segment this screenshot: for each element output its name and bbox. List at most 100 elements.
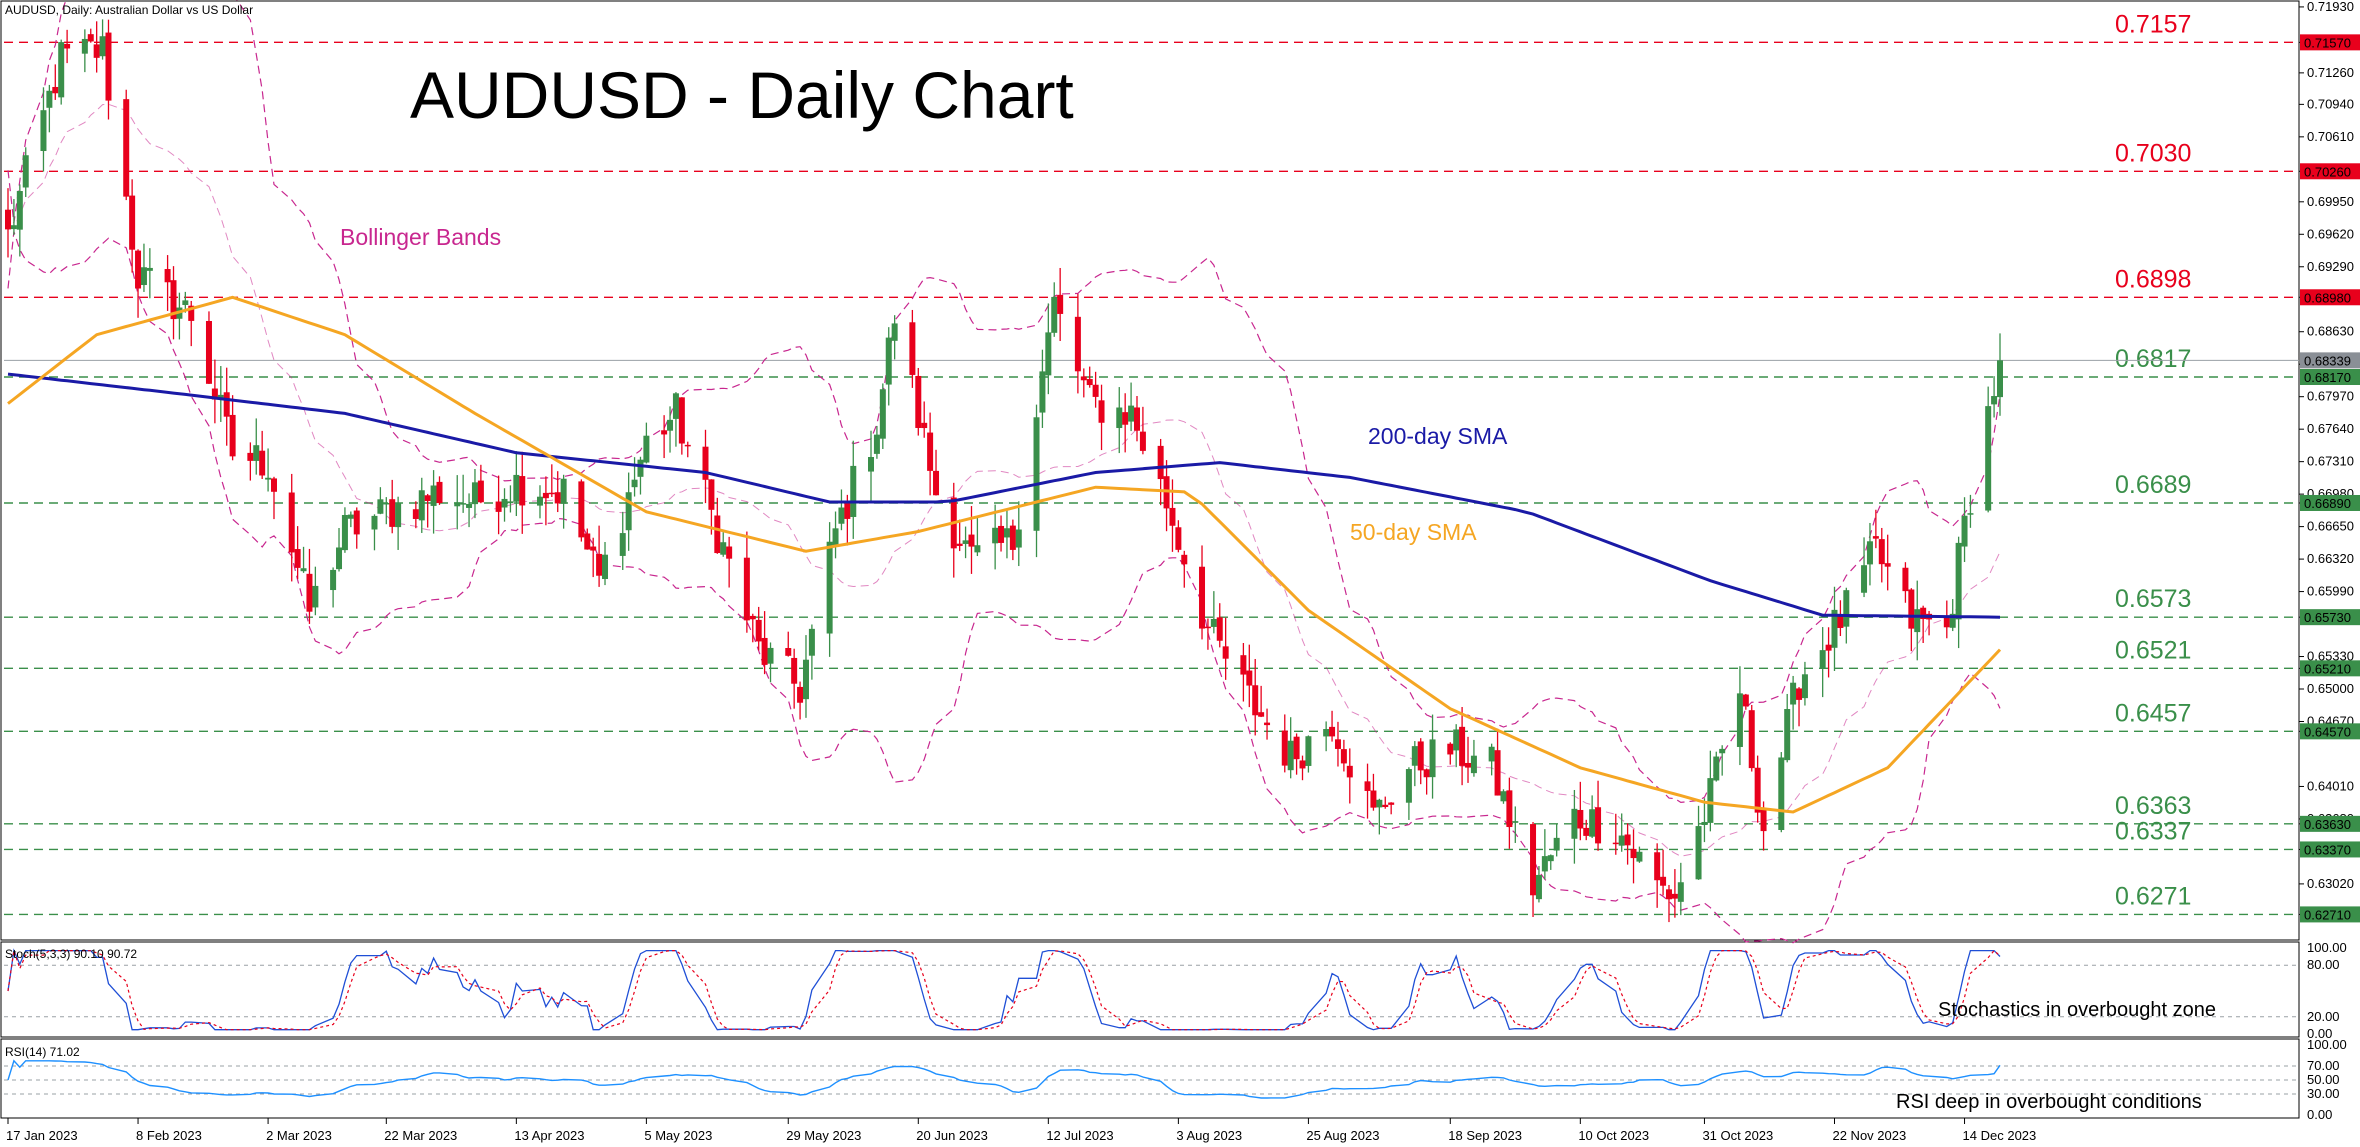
stoch-k-line bbox=[7, 948, 2001, 1031]
candle-body bbox=[1553, 837, 1560, 851]
candle-body bbox=[536, 496, 543, 506]
candle-body bbox=[1329, 726, 1336, 737]
candle-body bbox=[99, 36, 106, 57]
candle-body bbox=[312, 585, 319, 608]
candle-body bbox=[1382, 804, 1389, 808]
date-tick-label: 25 Aug 2023 bbox=[1306, 1128, 1379, 1143]
stoch-annotation: Stochastics in overbought zone bbox=[1938, 999, 2216, 1021]
rsi-line bbox=[7, 1059, 2001, 1099]
candle-body bbox=[1033, 417, 1040, 531]
level-label: 0.6271 bbox=[2115, 882, 2191, 910]
candle-body bbox=[584, 533, 591, 550]
rsi-tick-label: 0.00 bbox=[2307, 1107, 2332, 1122]
candle-body bbox=[5, 209, 11, 230]
candle-body bbox=[1216, 617, 1223, 641]
price-tick-label: 0.68630 bbox=[2307, 324, 2354, 339]
date-tick-label: 10 Oct 2023 bbox=[1578, 1128, 1649, 1143]
candle-body bbox=[146, 267, 153, 271]
candle-body bbox=[909, 322, 916, 375]
candle-body bbox=[1210, 619, 1217, 627]
date-tick-label: 29 May 2023 bbox=[786, 1128, 861, 1143]
candle-body bbox=[1459, 726, 1466, 766]
stoch-label: Stoch(5,3,3) 90.10 90.72 bbox=[5, 947, 137, 961]
candle-body bbox=[265, 477, 272, 480]
candle-body bbox=[1122, 412, 1129, 425]
rsi-annotation: RSI deep in overbought conditions bbox=[1896, 1091, 2202, 1113]
price-tick-label: 0.66650 bbox=[2307, 519, 2354, 534]
bollinger-label: Bollinger Bands bbox=[340, 224, 501, 250]
date-tick-label: 8 Feb 2023 bbox=[136, 1128, 202, 1143]
level-axis-box bbox=[2300, 841, 2360, 858]
candle-body bbox=[708, 479, 715, 510]
candle-body bbox=[1246, 670, 1253, 686]
candle-body bbox=[1914, 609, 1921, 633]
candle-body bbox=[1015, 529, 1022, 548]
candle-body bbox=[1287, 740, 1294, 771]
level-axis-label: 0.66890 bbox=[2304, 496, 2351, 511]
candle-body bbox=[1695, 826, 1702, 880]
candle-body bbox=[1796, 688, 1803, 700]
candle-body bbox=[1955, 542, 1962, 620]
candle-body bbox=[785, 648, 792, 656]
candle-body bbox=[513, 474, 520, 502]
candle-body bbox=[436, 481, 443, 504]
level-axis-box bbox=[2300, 289, 2360, 306]
candle-body bbox=[891, 323, 898, 341]
candle-body bbox=[1778, 757, 1785, 830]
price-tick-label: 0.71930 bbox=[2307, 0, 2354, 14]
candle-body bbox=[560, 478, 567, 504]
candle-body bbox=[1961, 515, 1968, 547]
sma50-line bbox=[7, 295, 2002, 814]
rsi-tick-label: 100.00 bbox=[2307, 1037, 2347, 1052]
candle-body bbox=[223, 392, 230, 417]
candle-body bbox=[519, 476, 526, 506]
candle-body bbox=[1157, 445, 1164, 480]
candle-body bbox=[838, 507, 845, 524]
price-tick-label: 0.69620 bbox=[2307, 226, 2354, 241]
candle-body bbox=[1825, 644, 1832, 651]
candle-body bbox=[1677, 882, 1684, 902]
candle-body bbox=[1299, 760, 1306, 769]
candle-body bbox=[259, 450, 266, 476]
candle-body bbox=[135, 250, 142, 289]
candle-body bbox=[1654, 852, 1661, 881]
candle-body bbox=[1181, 554, 1188, 565]
candle-body bbox=[347, 514, 354, 519]
candle-body bbox=[1991, 396, 1998, 405]
price-tick-label: 0.65000 bbox=[2307, 681, 2354, 696]
bollinger-lower bbox=[7, 231, 2001, 944]
candle-body bbox=[1334, 739, 1341, 749]
price-axis: 0.71930 0.71260 0.70940 0.70610 0.69950 0.696… bbox=[2299, 0, 2360, 923]
bollinger-bands bbox=[7, 0, 2001, 944]
candle-body bbox=[726, 546, 733, 559]
symbol-info: AUDUSD, Daily: Australian Dollar vs US D… bbox=[5, 3, 253, 17]
candle-body bbox=[1819, 650, 1826, 669]
candle-body bbox=[46, 90, 53, 108]
level-label: 0.6337 bbox=[2115, 817, 2191, 845]
candle-body bbox=[1884, 563, 1891, 567]
candle-body bbox=[998, 525, 1005, 543]
candle-body bbox=[1494, 750, 1501, 796]
candle-body bbox=[1583, 827, 1590, 836]
date-tick-label: 2 Mar 2023 bbox=[266, 1128, 332, 1143]
candle-body bbox=[1252, 685, 1259, 716]
chart-title: AUDUSD - Daily Chart bbox=[410, 58, 1074, 132]
candle-body bbox=[578, 481, 585, 538]
candle-body bbox=[743, 557, 750, 621]
candle-body bbox=[1908, 589, 1915, 629]
candle-body bbox=[619, 533, 626, 556]
candle-body bbox=[1429, 739, 1436, 778]
candle-body bbox=[1370, 790, 1377, 808]
candle-body bbox=[714, 515, 721, 554]
candle-body bbox=[1742, 694, 1749, 707]
candle-body bbox=[672, 393, 679, 419]
level-axis-box bbox=[2300, 163, 2360, 180]
candle-body bbox=[755, 619, 762, 642]
candle-body bbox=[554, 492, 561, 504]
candle-body bbox=[81, 38, 88, 54]
candle-body bbox=[377, 499, 384, 514]
price-tick-label: 0.67640 bbox=[2307, 421, 2354, 436]
candle-body bbox=[1003, 528, 1010, 538]
candle-body bbox=[1080, 376, 1087, 381]
